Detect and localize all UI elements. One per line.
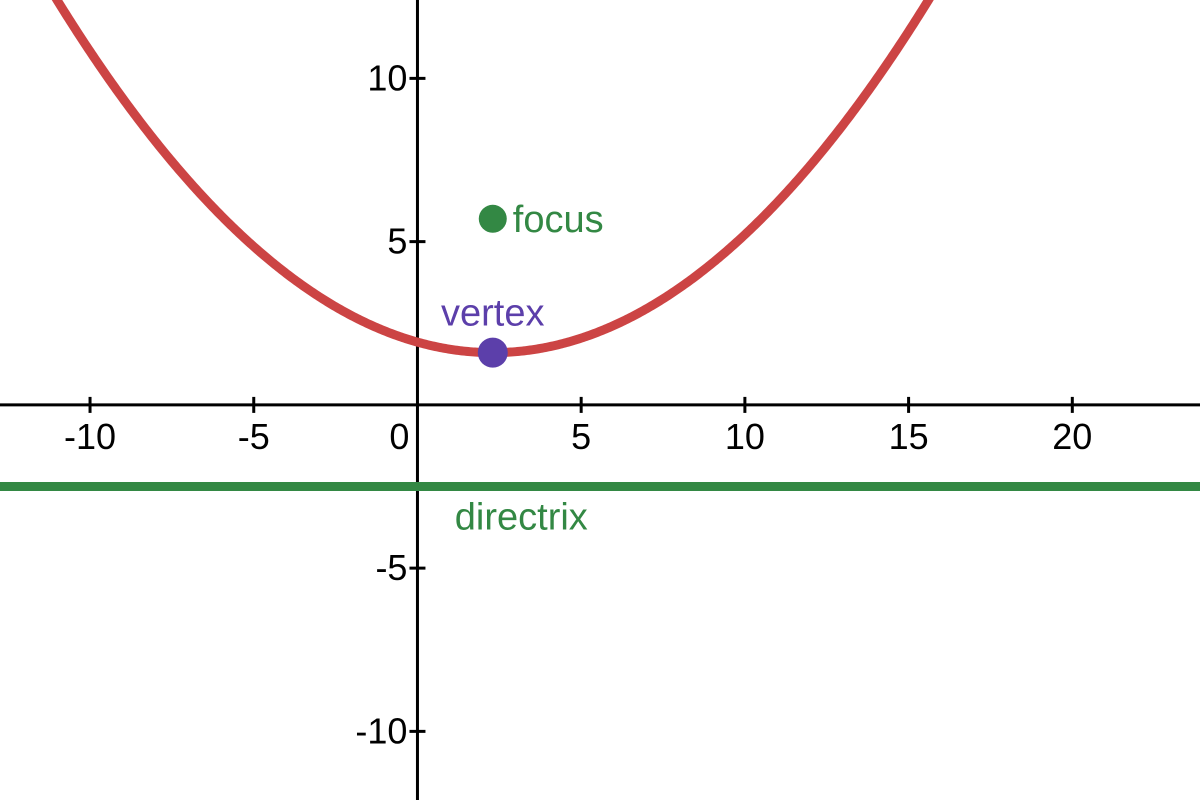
tick-labels: -10 -5 0 5 10 15 20 10 5 -5 -10 bbox=[64, 57, 1092, 751]
vertex-label: vertex bbox=[441, 293, 544, 335]
y-tick-label: 5 bbox=[387, 221, 407, 262]
directrix: directrix bbox=[0, 482, 1200, 539]
y-tick-label: 10 bbox=[367, 57, 407, 98]
directrix-label: directrix bbox=[455, 497, 588, 539]
x-tick-label: 5 bbox=[571, 416, 591, 457]
y-tick-label: -5 bbox=[375, 547, 407, 588]
parabola-curve bbox=[51, 0, 934, 358]
parabola bbox=[51, 0, 934, 358]
x-tick-label: 15 bbox=[889, 416, 929, 457]
points: focus vertex bbox=[441, 199, 604, 368]
x-tick-label: 20 bbox=[1052, 416, 1092, 457]
focus-point bbox=[478, 204, 507, 233]
y-tick-label: -10 bbox=[355, 710, 407, 751]
x-tick-label: -5 bbox=[238, 416, 270, 457]
x-tick-label: 0 bbox=[389, 416, 409, 457]
vertex-point bbox=[477, 337, 508, 368]
x-tick-label: -10 bbox=[64, 416, 116, 457]
tick-marks bbox=[88, 76, 1074, 733]
x-tick-label: 10 bbox=[725, 416, 765, 457]
focus-label: focus bbox=[513, 199, 604, 241]
